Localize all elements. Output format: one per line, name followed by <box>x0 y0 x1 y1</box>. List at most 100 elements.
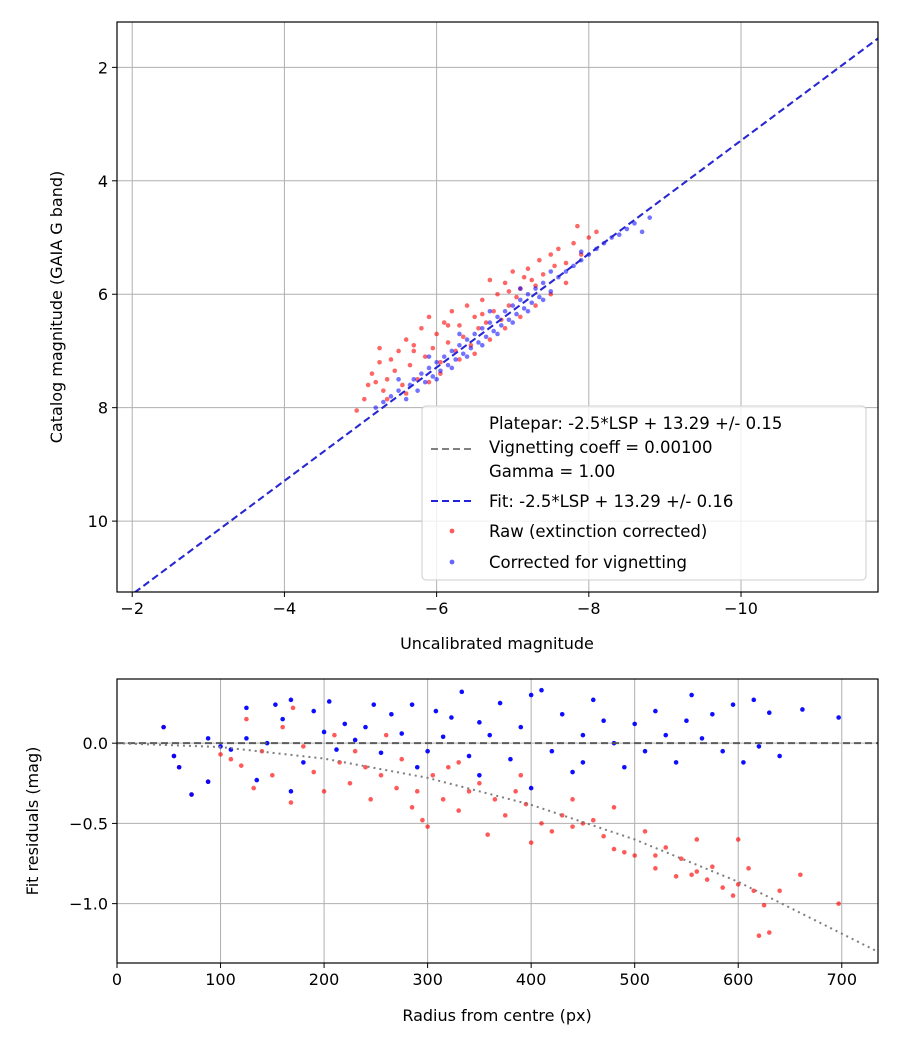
top-ticks: −2 −4 −6 −8 −10 2 4 6 8 10 <box>88 58 758 618</box>
data-point <box>540 280 546 286</box>
data-point <box>548 252 554 257</box>
data-point <box>394 785 399 791</box>
data-point <box>342 721 348 727</box>
data-point <box>403 396 409 402</box>
data-point <box>611 846 617 852</box>
data-point <box>384 396 390 402</box>
data-point <box>321 789 327 794</box>
data-point <box>601 718 606 724</box>
data-point <box>485 832 490 837</box>
y-tick-label: 8 <box>98 399 108 418</box>
data-point <box>396 377 401 382</box>
data-point <box>653 866 658 871</box>
data-point <box>518 314 523 320</box>
data-point <box>529 277 535 283</box>
data-point <box>426 379 432 385</box>
data-point <box>710 711 715 717</box>
data-point <box>438 368 443 374</box>
x-tick-label: 600 <box>723 970 754 989</box>
data-point <box>521 274 527 280</box>
data-point <box>409 805 415 810</box>
data-point <box>537 294 542 300</box>
data-point <box>746 866 751 871</box>
data-point <box>205 779 211 784</box>
data-point <box>373 379 379 385</box>
data-point <box>419 325 424 331</box>
data-point <box>464 303 470 308</box>
data-point <box>433 708 439 714</box>
data-point <box>334 747 339 752</box>
data-point <box>673 760 679 765</box>
data-point <box>578 249 584 255</box>
data-point <box>539 821 544 826</box>
data-point <box>502 813 508 818</box>
data-point <box>525 308 531 314</box>
bottom-axes-frame <box>116 678 879 964</box>
data-point <box>264 740 270 746</box>
data-point <box>510 320 516 325</box>
data-point <box>495 314 500 320</box>
y-tick-label: 2 <box>98 58 108 77</box>
data-point <box>540 272 546 277</box>
data-point <box>238 763 244 768</box>
data-point <box>301 744 306 749</box>
data-point <box>548 269 554 274</box>
data-point <box>420 817 425 823</box>
data-point <box>720 748 725 754</box>
data-point <box>528 692 534 698</box>
data-point <box>407 362 413 368</box>
data-point <box>288 800 294 805</box>
data-point <box>616 232 622 237</box>
data-point <box>373 405 379 410</box>
bottom-y-axis-label: Fit residuals (mag) <box>23 747 42 896</box>
data-point <box>653 853 658 858</box>
data-point <box>477 780 482 786</box>
data-point <box>445 340 451 345</box>
data-point <box>273 702 278 707</box>
data-point <box>430 374 436 379</box>
data-point <box>377 359 382 365</box>
data-point <box>479 297 485 303</box>
legend-label-gamma: Gamma = 1.00 <box>489 462 615 481</box>
data-point <box>321 729 327 735</box>
data-point <box>426 365 432 371</box>
fit-line <box>133 37 878 592</box>
legend-label-raw: Raw (extinction corrected) <box>489 522 707 541</box>
data-point <box>647 215 652 220</box>
data-point <box>311 708 317 714</box>
data-point <box>449 308 455 314</box>
data-point <box>389 711 394 717</box>
data-point <box>495 331 500 337</box>
data-point <box>477 772 482 778</box>
data-point <box>422 354 428 359</box>
data-point <box>396 388 401 393</box>
data-point <box>704 877 710 882</box>
data-point <box>622 764 627 770</box>
data-point <box>457 357 462 362</box>
data-point <box>383 732 389 738</box>
data-point <box>457 323 462 328</box>
data-point <box>492 797 498 802</box>
data-point <box>347 780 353 786</box>
data-point <box>518 297 523 303</box>
data-point <box>311 769 317 775</box>
data-point <box>456 760 461 765</box>
top-axes-frame <box>116 21 879 593</box>
data-point <box>218 752 223 757</box>
data-point <box>513 789 518 794</box>
data-point <box>506 317 512 323</box>
data-point <box>419 371 424 376</box>
data-point <box>326 699 332 704</box>
y-tick-label: 10 <box>88 512 108 531</box>
data-point <box>244 736 249 741</box>
x-tick-label: −2 <box>120 599 144 618</box>
data-point <box>244 705 249 711</box>
data-point <box>533 303 538 308</box>
data-point <box>422 379 428 385</box>
data-point <box>506 289 512 294</box>
data-point <box>663 732 669 738</box>
data-point <box>508 756 513 762</box>
legend-label-fit: Fit: -2.5*LSP + 13.29 +/- 0.16 <box>489 492 733 511</box>
data-point <box>751 888 757 894</box>
